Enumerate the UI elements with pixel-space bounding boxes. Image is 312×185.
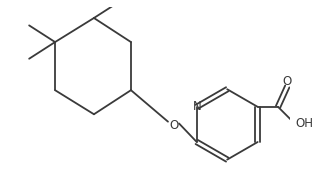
Text: OH: OH <box>296 117 312 130</box>
Text: O: O <box>283 75 292 88</box>
Text: O: O <box>169 119 178 132</box>
Text: N: N <box>193 100 201 113</box>
